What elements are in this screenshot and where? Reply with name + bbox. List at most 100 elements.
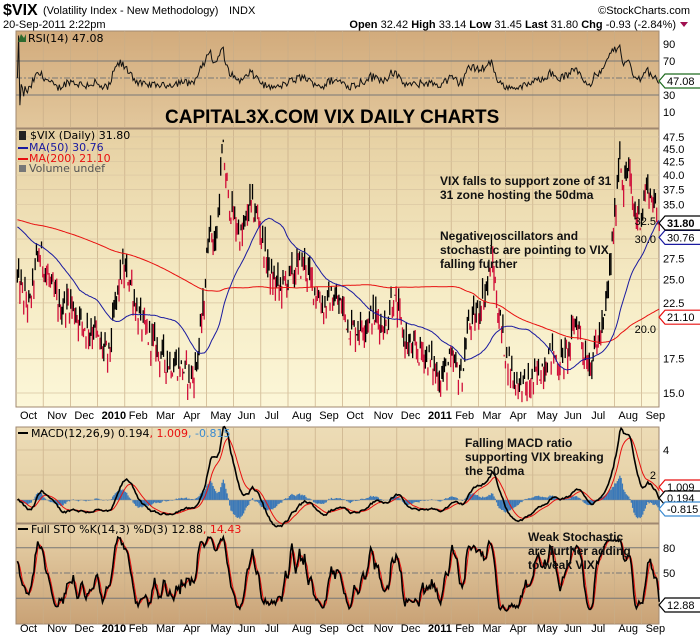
macd-histogram-bar (150, 500, 152, 506)
macd-histogram-bar (418, 500, 420, 503)
copyright: ©StockCharts.com (598, 5, 690, 17)
plot-marks (16, 35, 660, 612)
month-label: Nov (374, 410, 394, 422)
macd-histogram-bar (518, 500, 521, 504)
macd-histogram-bar (340, 498, 343, 500)
macd-histogram-bar (67, 500, 69, 501)
macd-histogram-bar (192, 499, 194, 500)
macd-histogram-bar (40, 492, 43, 500)
month-label: 2011 (428, 410, 452, 422)
macd-histogram-bar (620, 477, 622, 500)
macd-histogram-bar (572, 496, 574, 500)
macd-histogram-bar (34, 496, 36, 500)
macd-histogram-bar (112, 496, 114, 500)
macd-histogram-bar (502, 500, 504, 511)
macd-histogram-bar (295, 496, 297, 500)
macd-histogram-bar (440, 500, 442, 502)
macd-histogram-bar (255, 500, 258, 502)
macd-histogram-bar (488, 494, 490, 500)
macd-histogram-bar (57, 500, 59, 506)
macd-histogram-bar (278, 500, 280, 504)
month-label: Sep (319, 410, 339, 422)
macd-histogram-bar (469, 493, 471, 500)
macd-histogram-bar (634, 500, 636, 516)
month-label: Nov (374, 623, 394, 635)
macd-histogram-bar (138, 500, 141, 508)
month-label: Nov (47, 623, 67, 635)
macd-histogram-bar (281, 500, 283, 503)
macd-histogram-bar (189, 499, 191, 500)
month-label: May (537, 410, 558, 422)
macd-histogram-bar (185, 497, 188, 500)
macd-histogram-bar (222, 479, 224, 500)
macd-histogram-bar (368, 496, 371, 500)
macd-histogram-bar (626, 495, 629, 500)
macd-histogram-bar (180, 497, 183, 500)
price-tick-label: 42.5 (663, 157, 684, 169)
macd-histogram-bar (501, 500, 503, 510)
rsi-legend: RSI(14) 47.08 (28, 32, 103, 45)
axes: OctOctNovNovDecDec20102010FebFebMarMarAp… (20, 39, 700, 635)
macd-histogram-bar (249, 500, 251, 502)
macd-histogram-bar (644, 500, 646, 509)
macd-histogram-bar (165, 500, 167, 502)
macd-histogram-bar (307, 498, 310, 500)
macd-histogram-bar (473, 493, 475, 500)
macd-histogram-bar (406, 500, 409, 505)
macd-histogram-bar (258, 500, 260, 504)
macd-histogram-bar (611, 487, 613, 500)
macd-histogram-bar (452, 496, 455, 500)
macd-histogram-bar (362, 498, 364, 500)
macd-histogram-bar (118, 491, 120, 500)
macd-histogram-bar (438, 500, 441, 502)
macd-histogram-bar (146, 500, 148, 506)
macd-histogram-bar (647, 500, 649, 503)
macd-histogram-bar (623, 489, 625, 500)
month-label: Sep (319, 623, 339, 635)
macd-histogram-bar (286, 498, 288, 500)
macd-histogram-bar (59, 500, 62, 506)
last-value: 31.80 (551, 19, 579, 31)
macd-histogram-bar (213, 488, 216, 500)
datetime: 20-Sep-2011 2:22pm (3, 19, 106, 31)
macd-histogram-bar (159, 500, 161, 504)
macd-histogram-bar (234, 500, 236, 515)
macd-histogram-bar (306, 498, 308, 500)
macd-histogram-bar (592, 500, 594, 504)
macd-histogram-bar (445, 498, 447, 500)
macd-histogram-bar (195, 497, 198, 500)
ma50-line (17, 217, 660, 371)
month-label: Mar (482, 410, 501, 422)
macd-histogram-bar (251, 498, 254, 500)
month-label: Jul (591, 623, 605, 635)
macd-histogram-bar (202, 490, 204, 500)
macd-histogram-bar (176, 499, 179, 500)
macd-histogram-bar (497, 500, 499, 506)
macd-histogram-bar (645, 500, 648, 506)
rsi-value-badge-box (658, 73, 700, 89)
macd-histogram-bar (512, 500, 514, 509)
macd-histogram-bar (72, 499, 74, 500)
macd-histogram-bar (157, 500, 160, 503)
macd-histogram-bar (649, 500, 652, 503)
macd-histogram-bar (62, 500, 64, 506)
macd-histogram-bar (221, 482, 223, 500)
macd-histogram-bar (577, 497, 579, 500)
macd-histogram-bar (245, 500, 247, 508)
macd-histogram-bar (209, 480, 212, 500)
macd-histogram-bar (265, 500, 268, 511)
high-label: High (411, 19, 436, 31)
ma200-value-badge-box (658, 309, 700, 325)
price-annotation-1: VIX falls to support zone of 31 (440, 174, 612, 188)
price-tick-label: 20.0 (635, 324, 656, 336)
month-label: Apr (510, 623, 527, 635)
macd-histogram-bar (370, 495, 372, 500)
macd-histogram-bar (415, 500, 418, 503)
macd-histogram-bar (38, 492, 40, 500)
macd-histogram-bar (61, 500, 63, 506)
macd-histogram-bar (461, 500, 463, 501)
macd-histogram-bar (143, 500, 146, 506)
macd-histogram-bar (493, 496, 495, 500)
macd-histogram-bar (297, 494, 299, 500)
month-label: Apr (510, 410, 527, 422)
